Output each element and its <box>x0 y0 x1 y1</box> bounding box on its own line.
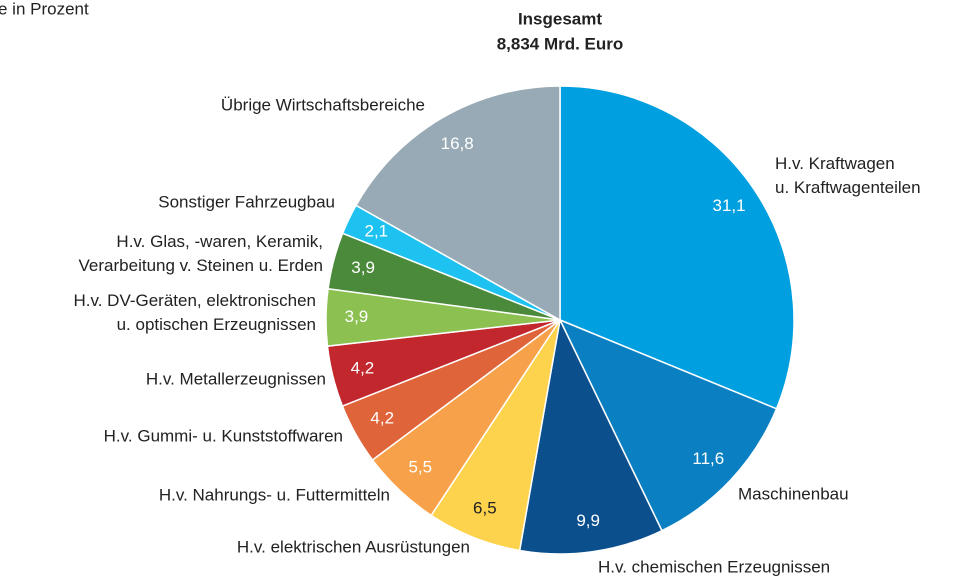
label-line: u. Kraftwagenteilen <box>775 178 921 197</box>
caption: e in Prozent <box>0 0 89 18</box>
category-label: H.v. Kraftwagen u. Kraftwagenteilen <box>775 154 921 197</box>
value-label: 11,6 <box>692 449 724 468</box>
category-label: Sonstiger Fahrzeugbau <box>158 192 335 211</box>
value-label: 31,1 <box>713 196 746 215</box>
category-label: H.v. Nahrungs- u. Futtermitteln <box>159 485 390 504</box>
category-label: Übrige Wirtschaftsbereiche <box>221 95 425 114</box>
label-line: H.v. Glas, -waren, Keramik, <box>116 232 323 251</box>
value-label: 3,9 <box>345 307 369 326</box>
category-label: H.v. DV-Geräten, elektronischen u. optisc… <box>73 291 316 334</box>
value-label: 4,2 <box>370 409 394 428</box>
pie-slice <box>518 317 663 555</box>
chart-title: Insgesamt <box>518 9 602 28</box>
category-label: H.v. Metallerzeugnissen <box>146 369 326 388</box>
category-label: H.v. elektrischen Ausrüstungen <box>237 537 470 556</box>
label-line: u. optischen Erzeugnissen <box>117 315 316 334</box>
value-label: 2,1 <box>365 222 389 241</box>
value-label: 9,9 <box>576 511 600 530</box>
category-label: Maschinenbau <box>738 484 849 503</box>
category-label: H.v. Glas, -waren, Keramik, Verarbeitung … <box>79 232 323 275</box>
value-label: 5,5 <box>408 458 432 477</box>
value-label: 16,8 <box>441 134 474 153</box>
label-line: H.v. DV-Geräten, elektronischen <box>73 291 316 310</box>
category-label: H.v. Gummi- u. Kunststoffwaren <box>104 426 343 445</box>
label-line: Verarbeitung v. Steinen u. Erden <box>79 256 323 275</box>
pie-slice <box>558 318 778 532</box>
chart-subtitle: 8,834 Mrd. Euro <box>497 34 624 53</box>
label-line: H.v. Kraftwagen <box>775 154 895 173</box>
value-label: 3,9 <box>351 258 375 277</box>
value-label: 4,2 <box>351 359 375 378</box>
pie-slice <box>354 85 561 322</box>
value-label: 6,5 <box>473 499 497 518</box>
pie-slice <box>559 85 795 410</box>
category-label: H.v. chemischen Erzeugnissen <box>598 557 830 576</box>
